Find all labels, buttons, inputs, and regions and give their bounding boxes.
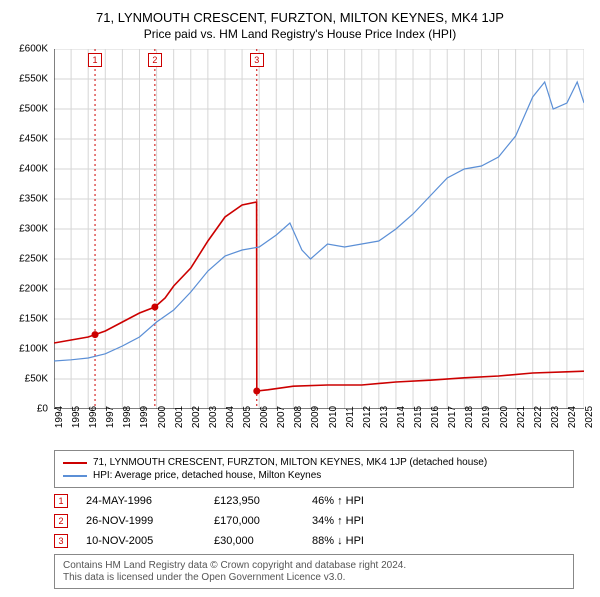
x-axis-label: 2008	[293, 406, 304, 428]
y-axis-label: £200K	[19, 284, 48, 295]
x-axis-label: 1996	[88, 406, 99, 428]
x-axis-label: 2009	[310, 406, 321, 428]
x-axis-label: 2001	[174, 406, 185, 428]
y-axis-label: £400K	[19, 164, 48, 175]
footer-line2: This data is licensed under the Open Gov…	[63, 572, 565, 583]
y-axis-label: £250K	[19, 254, 48, 265]
x-axis-label: 2005	[242, 406, 253, 428]
legend-label: 71, LYNMOUTH CRESCENT, FURZTON, MILTON K…	[93, 457, 487, 468]
sale-marker-1: 1	[88, 53, 102, 67]
x-axis-label: 2019	[481, 406, 492, 428]
x-axis-label: 2003	[208, 406, 219, 428]
chart-area: £0 £50K £100K £150K £200K £250K £300K £350K £400…	[8, 49, 592, 444]
legend: 71, LYNMOUTH CRESCENT, FURZTON, MILTON K…	[54, 450, 574, 488]
sale-price: £30,000	[214, 535, 294, 547]
chart-title: 71, LYNMOUTH CRESCENT, FURZTON, MILTON K…	[8, 10, 592, 25]
x-axis-label: 2004	[225, 406, 236, 428]
y-axis-label: £50K	[25, 374, 48, 385]
x-axis-label: 2018	[464, 406, 475, 428]
sale-row: 1 24-MAY-1996 £123,950 46% ↑ HPI	[54, 494, 592, 508]
sale-hpi: 88% ↓ HPI	[312, 535, 402, 547]
legend-swatch	[63, 475, 87, 477]
sale-date: 10-NOV-2005	[86, 535, 196, 547]
sale-marker-2: 2	[148, 53, 162, 67]
x-axis-label: 1997	[105, 406, 116, 428]
legend-item: HPI: Average price, detached house, Milt…	[63, 470, 565, 481]
x-axis-label: 1999	[139, 406, 150, 428]
sale-hpi: 34% ↑ HPI	[312, 515, 402, 527]
x-axis-label: 2006	[259, 406, 270, 428]
x-axis-label: 2020	[499, 406, 510, 428]
x-axis-label: 1994	[54, 406, 65, 428]
x-axis-label: 2013	[379, 406, 390, 428]
x-axis-label: 2017	[447, 406, 458, 428]
sales-table: 1 24-MAY-1996 £123,950 46% ↑ HPI 2 26-NOV-199…	[54, 494, 592, 548]
x-axis-label: 1995	[71, 406, 82, 428]
legend-label: HPI: Average price, detached house, Milt…	[93, 470, 321, 481]
chart-svg	[54, 49, 584, 409]
x-axis-label: 2022	[533, 406, 544, 428]
y-axis-label: £100K	[19, 344, 48, 355]
y-axis-label: £550K	[19, 74, 48, 85]
sale-date: 24-MAY-1996	[86, 495, 196, 507]
x-axis-label: 2007	[276, 406, 287, 428]
x-axis-label: 2025	[584, 406, 595, 428]
y-axis-label: £0	[37, 404, 48, 415]
y-axis-label: £150K	[19, 314, 48, 325]
footer-attribution: Contains HM Land Registry data © Crown c…	[54, 554, 574, 589]
y-axis-label: £350K	[19, 194, 48, 205]
sale-row: 2 26-NOV-1999 £170,000 34% ↑ HPI	[54, 514, 592, 528]
sale-marker-3: 3	[250, 53, 264, 67]
x-axis-label: 2016	[430, 406, 441, 428]
y-axis-label: £300K	[19, 224, 48, 235]
y-axis-label: £450K	[19, 134, 48, 145]
x-axis-label: 2002	[191, 406, 202, 428]
x-axis-label: 2014	[396, 406, 407, 428]
legend-item: 71, LYNMOUTH CRESCENT, FURZTON, MILTON K…	[63, 457, 565, 468]
sale-price: £170,000	[214, 515, 294, 527]
sale-marker-icon: 3	[54, 534, 68, 548]
x-axis-label: 2021	[516, 406, 527, 428]
x-axis-label: 2010	[328, 406, 339, 428]
x-axis-label: 2000	[157, 406, 168, 428]
chart-subtitle: Price paid vs. HM Land Registry's House …	[8, 27, 592, 41]
sale-price: £123,950	[214, 495, 294, 507]
x-axis-label: 2024	[567, 406, 578, 428]
y-axis-label: £600K	[19, 44, 48, 55]
x-axis-label: 2015	[413, 406, 424, 428]
x-axis-label: 2011	[345, 406, 356, 428]
x-axis-label: 2012	[362, 406, 373, 428]
sale-date: 26-NOV-1999	[86, 515, 196, 527]
y-axis-label: £500K	[19, 104, 48, 115]
sale-row: 3 10-NOV-2005 £30,000 88% ↓ HPI	[54, 534, 592, 548]
x-axis-label: 2023	[550, 406, 561, 428]
x-axis-label: 1998	[122, 406, 133, 428]
sale-marker-icon: 2	[54, 514, 68, 528]
footer-line1: Contains HM Land Registry data © Crown c…	[63, 560, 565, 571]
legend-swatch	[63, 462, 87, 464]
sale-marker-icon: 1	[54, 494, 68, 508]
sale-hpi: 46% ↑ HPI	[312, 495, 402, 507]
